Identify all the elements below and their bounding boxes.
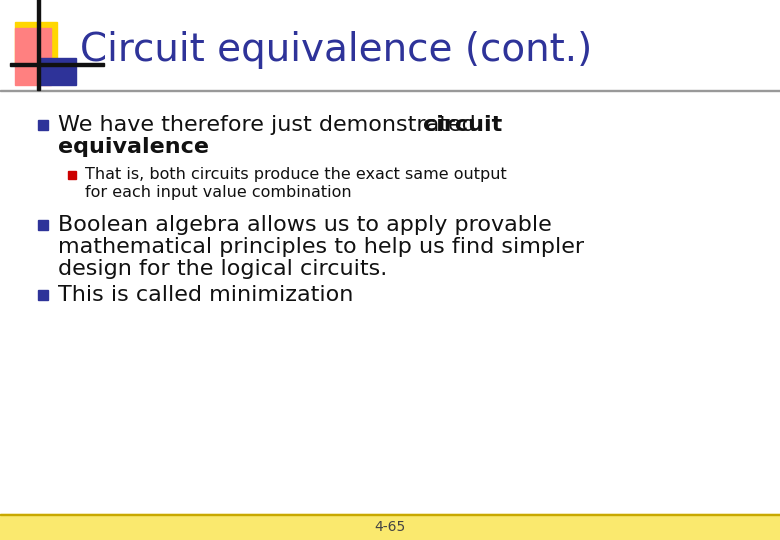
Bar [38,120,48,130]
Bar [10,63,104,66]
Bar [0,90,780,91]
Text: 4-65: 4-65 [374,520,406,534]
Text: for each input value combination: for each input value combination [85,185,352,199]
Bar [68,171,76,179]
Text: That is, both circuits produce the exact same output: That is, both circuits produce the exact… [85,167,507,183]
Text: Circuit equivalence (cont.): Circuit equivalence (cont.) [80,31,592,69]
Text: circuit: circuit [423,115,502,135]
Text: design for the logical circuits.: design for the logical circuits. [58,259,387,279]
Text: equivalence: equivalence [58,137,209,157]
Bar [37,0,40,90]
Bar [15,22,57,64]
Text: This is called minimization: This is called minimization [58,285,353,305]
Bar [0,514,780,540]
Bar [38,58,76,85]
Text: We have therefore just demonstrated: We have therefore just demonstrated [58,115,483,135]
Bar [38,220,48,230]
Bar [38,290,48,300]
Text: mathematical principles to help us find simpler: mathematical principles to help us find … [58,237,584,257]
Bar [0,514,780,515]
Text: Boolean algebra allows us to apply provable: Boolean algebra allows us to apply prova… [58,215,551,235]
Bar [15,28,51,85]
